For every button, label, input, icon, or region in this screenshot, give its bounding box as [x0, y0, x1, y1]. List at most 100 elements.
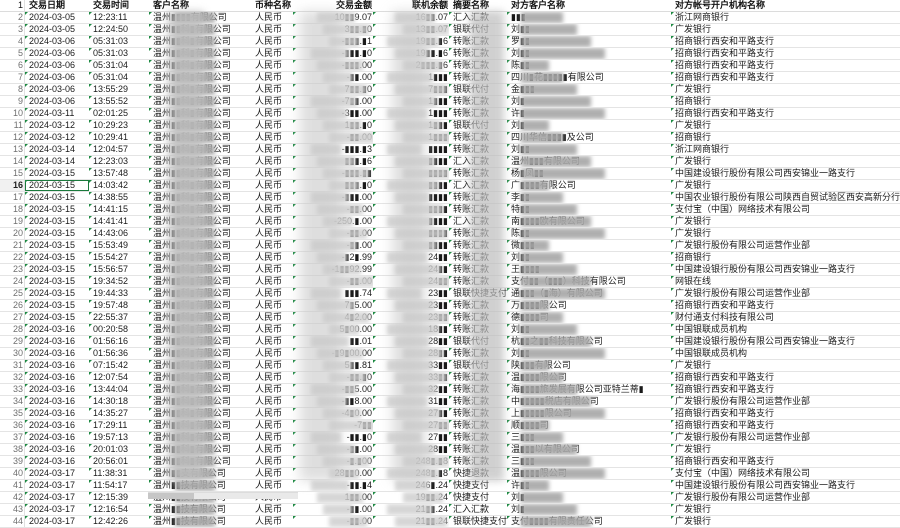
row-number-6[interactable]: 6 — [0, 59, 25, 72]
cell-summary-name[interactable]: 转账汇款 — [449, 107, 507, 120]
cell-transaction-date[interactable]: 2024-03-06 — [24, 95, 89, 108]
cell-transaction-date[interactable]: 2024-03-12 — [24, 131, 89, 144]
cell-counterparty-name[interactable]: 杭▮▮之▮▮科技有限公司 — [507, 335, 671, 348]
cell-currency-name[interactable]: 人民币 — [251, 467, 293, 480]
cell-online-balance[interactable]: 16▮▮.07 — [373, 11, 449, 24]
cell-online-balance[interactable]: 32▮▮ — [373, 383, 449, 396]
cell-currency-name[interactable]: 人民币 — [251, 299, 293, 312]
cell-transaction-time[interactable]: 05:31:04 — [89, 59, 149, 72]
cell-summary-name[interactable]: 转账汇款 — [449, 227, 507, 240]
cell-online-balance[interactable]: 27▮▮ — [373, 419, 449, 432]
cell-counterparty-bank[interactable]: 广发银行 — [671, 503, 900, 516]
cell-transaction-amount[interactable]: -▮▮.00 — [293, 515, 373, 528]
cell-transaction-time[interactable]: 11:54:17 — [89, 479, 149, 492]
cell-customer-name[interactable]: 温州▮▮科▮有限公司 — [149, 323, 251, 336]
row-number-19[interactable]: 19 — [0, 215, 25, 228]
cell-transaction-time[interactable]: 22:55:37 — [89, 311, 149, 324]
cell-transaction-date[interactable]: 2024-03-12 — [24, 119, 89, 132]
cell-counterparty-bank[interactable]: 中国建设银行股份有限公司西安锦业一路支行 — [671, 167, 900, 180]
table-row[interactable]: 15 2024-03-15 13:57:48 温州▮▮科▮有限公司 人民币 -▮▮▮.▮▮… — [0, 167, 900, 180]
column-header-transaction-date[interactable]: 交易日期 — [24, 0, 89, 12]
cell-counterparty-name[interactable]: 刘▮ — [507, 119, 671, 132]
cell-customer-name[interactable]: 温州▮▮科▮有限公司 — [149, 419, 251, 432]
cell-customer-name[interactable]: 温州▮▮科▮有限公司 — [149, 431, 251, 444]
table-row[interactable]: 29 2024-03-16 01:56:16 温州▮▮科▮有限公司 人民币 ▮▮.01 28… — [0, 335, 900, 348]
row-number-38[interactable]: 38 — [0, 443, 25, 456]
row-number-26[interactable]: 26 — [0, 299, 25, 312]
cell-online-balance[interactable]: 1▮▮▮ — [373, 119, 449, 132]
cell-online-balance[interactable]: 28▮▮ — [373, 347, 449, 360]
row-number-44[interactable]: 44 — [0, 515, 25, 528]
cell-transaction-amount[interactable]: 28▮▮0.00 — [293, 467, 373, 480]
cell-transaction-amount[interactable]: -▮▮.00 — [293, 443, 373, 456]
row-number-24[interactable]: 24 — [0, 275, 25, 288]
cell-transaction-amount[interactable]: 3▮▮.▮0 — [293, 23, 373, 36]
cell-transaction-amount[interactable]: -▮▮▮.▮▮ — [293, 167, 373, 180]
cell-transaction-amount[interactable]: -▮▮5.00 — [293, 383, 373, 396]
cell-currency-name[interactable]: 人民币 — [251, 455, 293, 468]
cell-currency-name[interactable]: 人民币 — [251, 107, 293, 120]
table-row[interactable]: 28 2024-03-16 00:20:58 温州▮▮科▮有限公司 人民币 5▮00.00… — [0, 323, 900, 336]
cell-online-balance[interactable]: ▮▮▮▮ — [373, 179, 449, 192]
cell-transaction-time[interactable]: 19:57:48 — [89, 299, 149, 312]
row-number-29[interactable]: 29 — [0, 335, 25, 348]
cell-online-balance[interactable]: 19▮▮.▮6 — [373, 47, 449, 60]
cell-transaction-time[interactable]: 05:31:03 — [89, 47, 149, 60]
cell-summary-name[interactable]: 转账汇款 — [449, 299, 507, 312]
cell-currency-name[interactable]: 人民币 — [251, 275, 293, 288]
cell-currency-name[interactable]: 人民币 — [251, 359, 293, 372]
cell-transaction-date[interactable]: 2024-03-05 — [24, 23, 89, 36]
cell-online-balance[interactable]: 23▮▮ — [373, 299, 449, 312]
cell-transaction-date[interactable]: 2024-03-06 — [24, 71, 89, 84]
cell-counterparty-bank[interactable]: 中国建设银行股份有限公司西安锦业一路支行 — [671, 479, 900, 492]
table-row[interactable]: 44 2024-03-17 12:42:26 温州▮▮技有限公司 人民币 -▮▮.00 21… — [0, 515, 900, 528]
table-row[interactable]: 27 2024-03-15 22:55:37 温州▮▮科▮有限公司 人民币 4▮2.00 2… — [0, 311, 900, 324]
cell-summary-name[interactable]: 转账汇款 — [449, 251, 507, 264]
table-row[interactable]: 3 2024-03-05 12:24:50 温州▮▮科▮有限公司 人民币 3▮▮.▮0 13… — [0, 23, 900, 36]
cell-currency-name[interactable]: 人民币 — [251, 131, 293, 144]
cell-transaction-date[interactable]: 2024-03-16 — [24, 371, 89, 384]
cell-transaction-amount[interactable]: ▮▮▮.▮0 — [293, 179, 373, 192]
cell-online-balance[interactable]: 31▮▮ — [373, 395, 449, 408]
cell-transaction-amount[interactable]: -▮▮▮.▮0 — [293, 47, 373, 60]
cell-transaction-date[interactable]: 2024-03-15 — [24, 215, 89, 228]
cell-transaction-date[interactable]: 2024-03-15 — [24, 311, 89, 324]
cell-counterparty-name[interactable]: 上▮▮▮▮▮限公司 — [507, 407, 671, 420]
cell-transaction-date[interactable]: 2024-03-16 — [24, 323, 89, 336]
cell-transaction-amount[interactable]: -▮▮.00 — [293, 131, 373, 144]
cell-customer-name[interactable]: 温州▮▮技有限公司 — [149, 479, 251, 492]
table-row[interactable]: 11 2024-03-12 10:29:23 温州▮▮科▮有限公司 人民币 1▮▮.▮0 1… — [0, 119, 900, 132]
cell-summary-name[interactable]: 转账汇款 — [449, 143, 507, 156]
cell-counterparty-bank[interactable]: 广发银行 — [671, 227, 900, 240]
cell-counterparty-bank[interactable]: 中国建设银行股份有限公司西安锦业一路支行 — [671, 335, 900, 348]
cell-transaction-time[interactable]: 05:31:03 — [89, 35, 149, 48]
cell-online-balance[interactable]: 246▮.24 — [373, 479, 449, 492]
cell-currency-name[interactable]: 人民币 — [251, 323, 293, 336]
cell-customer-name[interactable]: 温州▮▮科▮有限公司 — [149, 383, 251, 396]
cell-online-balance[interactable]: ▮▮▮▮ — [373, 167, 449, 180]
table-row[interactable]: 34 2024-03-16 14:30:18 温州▮▮科▮有限公司 人民币 -▮▮8.00… — [0, 395, 900, 408]
cell-customer-name[interactable]: 温州▮▮科▮有限公司 — [149, 59, 251, 72]
cell-summary-name[interactable]: 转账汇款 — [449, 419, 507, 432]
cell-counterparty-bank[interactable]: 支付宝（中国）网络技术有限公司 — [671, 467, 900, 480]
cell-online-balance[interactable]: 23▮▮ — [373, 311, 449, 324]
cell-transaction-amount[interactable]: 1▮▮.▮0 — [293, 119, 373, 132]
table-row[interactable]: 9 2024-03-06 13:55:52 温州▮▮科▮有限公司 人民币 -7▮▮.00 1… — [0, 95, 900, 108]
cell-customer-name[interactable]: 温州▮▮科▮有限公司 — [149, 227, 251, 240]
cell-counterparty-name[interactable]: 支付▮▮▮▮有限责任公司 — [507, 515, 671, 528]
cell-customer-name[interactable]: 温州▮▮技有限公司 — [149, 515, 251, 528]
cell-transaction-date[interactable]: 2024-03-17 — [24, 491, 89, 504]
cell-transaction-time[interactable]: 14:41:41 — [89, 215, 149, 228]
cell-summary-name[interactable]: 银联代付 — [449, 359, 507, 372]
column-header-customer-name[interactable]: 客户名称 — [149, 0, 251, 12]
cell-currency-name[interactable]: 人民币 — [251, 503, 293, 516]
cell-currency-name[interactable]: 人民币 — [251, 95, 293, 108]
cell-transaction-time[interactable]: 00:20:58 — [89, 323, 149, 336]
cell-summary-name[interactable]: 转账汇款 — [449, 395, 507, 408]
table-row[interactable]: 422024-03-1712:15:39温州▮▮技有限公司人民币1▮▮.0019… — [0, 491, 900, 504]
cell-transaction-amount[interactable]: 10▮▮9.07 — [293, 11, 373, 24]
cell-online-balance[interactable]: 33▮▮ — [373, 371, 449, 384]
cell-transaction-time[interactable]: 19:34:52 — [89, 275, 149, 288]
row-number-20[interactable]: 20 — [0, 227, 25, 240]
cell-customer-name[interactable]: 温州▮▮科▮有限公司 — [149, 35, 251, 48]
